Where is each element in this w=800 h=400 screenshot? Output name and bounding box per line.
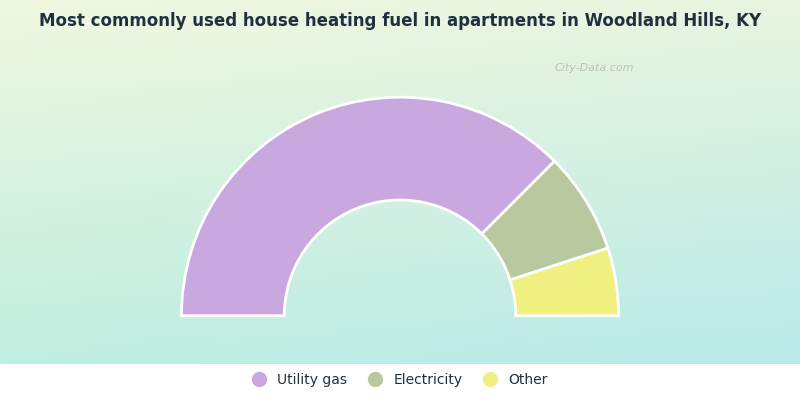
Wedge shape <box>182 97 554 316</box>
Text: Most commonly used house heating fuel in apartments in Woodland Hills, KY: Most commonly used house heating fuel in… <box>39 12 761 30</box>
Text: City-Data.com: City-Data.com <box>555 63 634 73</box>
Legend: Utility gas, Electricity, Other: Utility gas, Electricity, Other <box>247 368 553 392</box>
Wedge shape <box>482 161 608 280</box>
Wedge shape <box>510 248 618 316</box>
